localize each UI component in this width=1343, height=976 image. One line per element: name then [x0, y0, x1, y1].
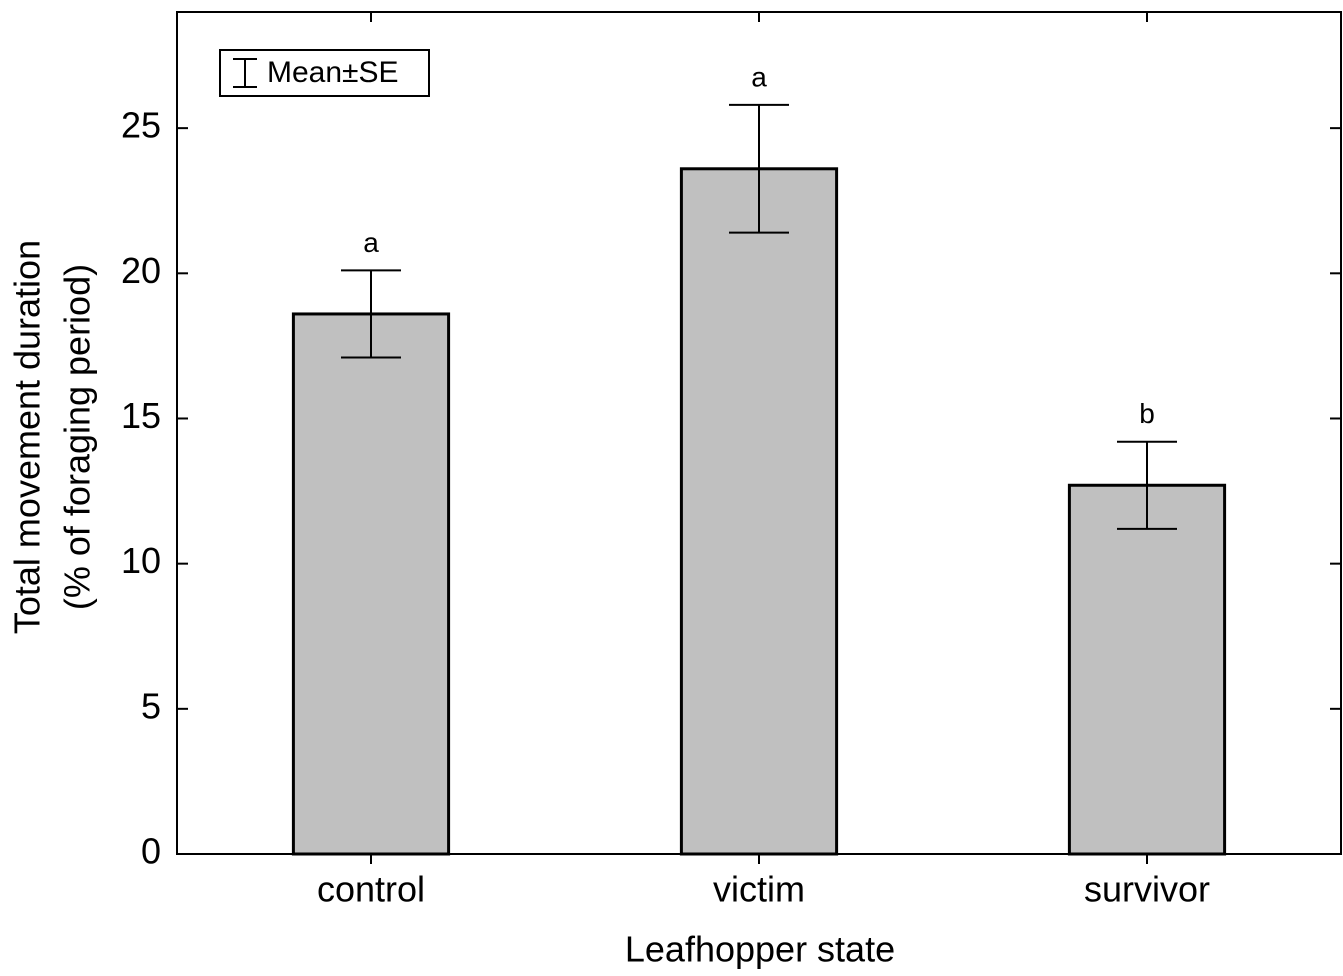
legend-label: Mean±SE — [267, 56, 399, 89]
error-bar — [341, 269, 401, 359]
bar — [291, 312, 451, 856]
y-tick-label: 20 — [121, 250, 161, 291]
error-bar — [1117, 440, 1177, 530]
significance-letter: b — [1139, 398, 1155, 429]
error-bar — [729, 103, 789, 234]
y-tick-label: 15 — [121, 395, 161, 436]
x-tick-label: victim — [713, 869, 805, 910]
y-axis-label: (% of foraging period) — [57, 264, 98, 610]
x-axis-label: Leafhopper state — [625, 929, 895, 970]
significance-letter: a — [751, 61, 767, 92]
bar — [679, 167, 839, 856]
significance-letter: a — [363, 227, 379, 258]
x-tick-label: control — [317, 869, 425, 910]
y-tick-label: 25 — [121, 105, 161, 146]
y-tick-label: 0 — [141, 831, 161, 872]
y-axis-label: Total movement duration — [7, 240, 48, 634]
x-tick-label: survivor — [1084, 869, 1210, 910]
bar — [1067, 483, 1227, 856]
y-tick-label: 10 — [121, 540, 161, 581]
legend-icon — [233, 58, 257, 88]
y-tick-label: 5 — [141, 685, 161, 726]
legend-box — [219, 49, 430, 97]
